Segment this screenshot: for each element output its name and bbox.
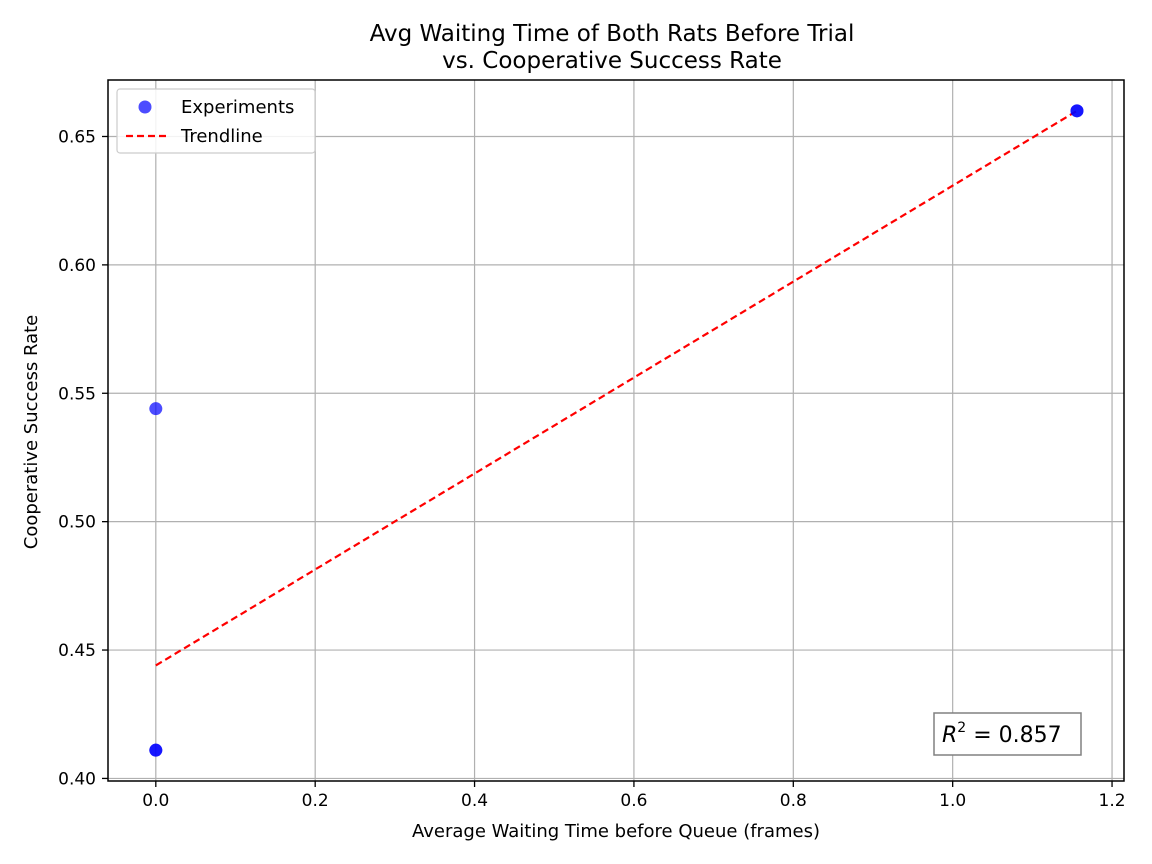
x-tick-label: 0.4 <box>461 791 488 811</box>
y-tick-label: 0.50 <box>58 513 96 533</box>
y-tick-label: 0.40 <box>58 769 96 789</box>
x-tick-label: 0.0 <box>142 791 169 811</box>
y-axis-ticks: 0.40 0.45 0.50 0.55 0.60 0.65 <box>58 127 108 789</box>
annotation-label: R <box>942 723 957 748</box>
scatter-point <box>149 743 163 757</box>
x-axis-label: Average Waiting Time before Queue (frame… <box>412 821 820 842</box>
annotation-text: R2 = 0.857 <box>942 720 1062 748</box>
y-tick-label: 0.45 <box>58 641 96 661</box>
annotation-value: = 0.857 <box>966 723 1061 748</box>
legend-marker-experiments <box>138 100 152 114</box>
y-tick-label: 0.60 <box>58 256 96 276</box>
plot-frame <box>107 79 1125 782</box>
x-axis-ticks: 0.0 0.2 0.4 0.6 0.8 1.0 1.2 <box>142 781 1126 811</box>
legend-label-experiments: Experiments <box>181 97 294 118</box>
grid-lines <box>108 80 1124 781</box>
legend-label-trendline: Trendline <box>180 126 263 147</box>
x-tick-label: 1.2 <box>1099 791 1126 811</box>
annotation-box <box>933 712 1082 756</box>
y-tick-label: 0.55 <box>58 384 96 404</box>
chart-title-line-1: Avg Waiting Time of Both Rats Before Tri… <box>370 21 855 47</box>
x-tick-label: 0.8 <box>780 791 807 811</box>
trendline-layer <box>155 109 1078 667</box>
x-tick-label: 0.2 <box>302 791 329 811</box>
legend: Experiments Trendline <box>116 88 316 154</box>
chart-title-line-2: vs. Cooperative Success Rate <box>442 48 782 74</box>
legend-box <box>116 88 316 154</box>
y-axis-label: Cooperative Success Rate <box>21 315 42 549</box>
x-tick-label: 1.0 <box>939 791 966 811</box>
x-tick-label: 0.6 <box>620 791 647 811</box>
scatter-point <box>149 402 163 416</box>
y-tick-label: 0.65 <box>58 127 96 147</box>
trendline <box>155 109 1078 667</box>
r-squared-annotation: R2 = 0.857 <box>933 712 1082 756</box>
annotation-superscript: 2 <box>957 720 966 736</box>
scatter-points-layer <box>149 104 1084 757</box>
scatter-point <box>1070 104 1084 118</box>
